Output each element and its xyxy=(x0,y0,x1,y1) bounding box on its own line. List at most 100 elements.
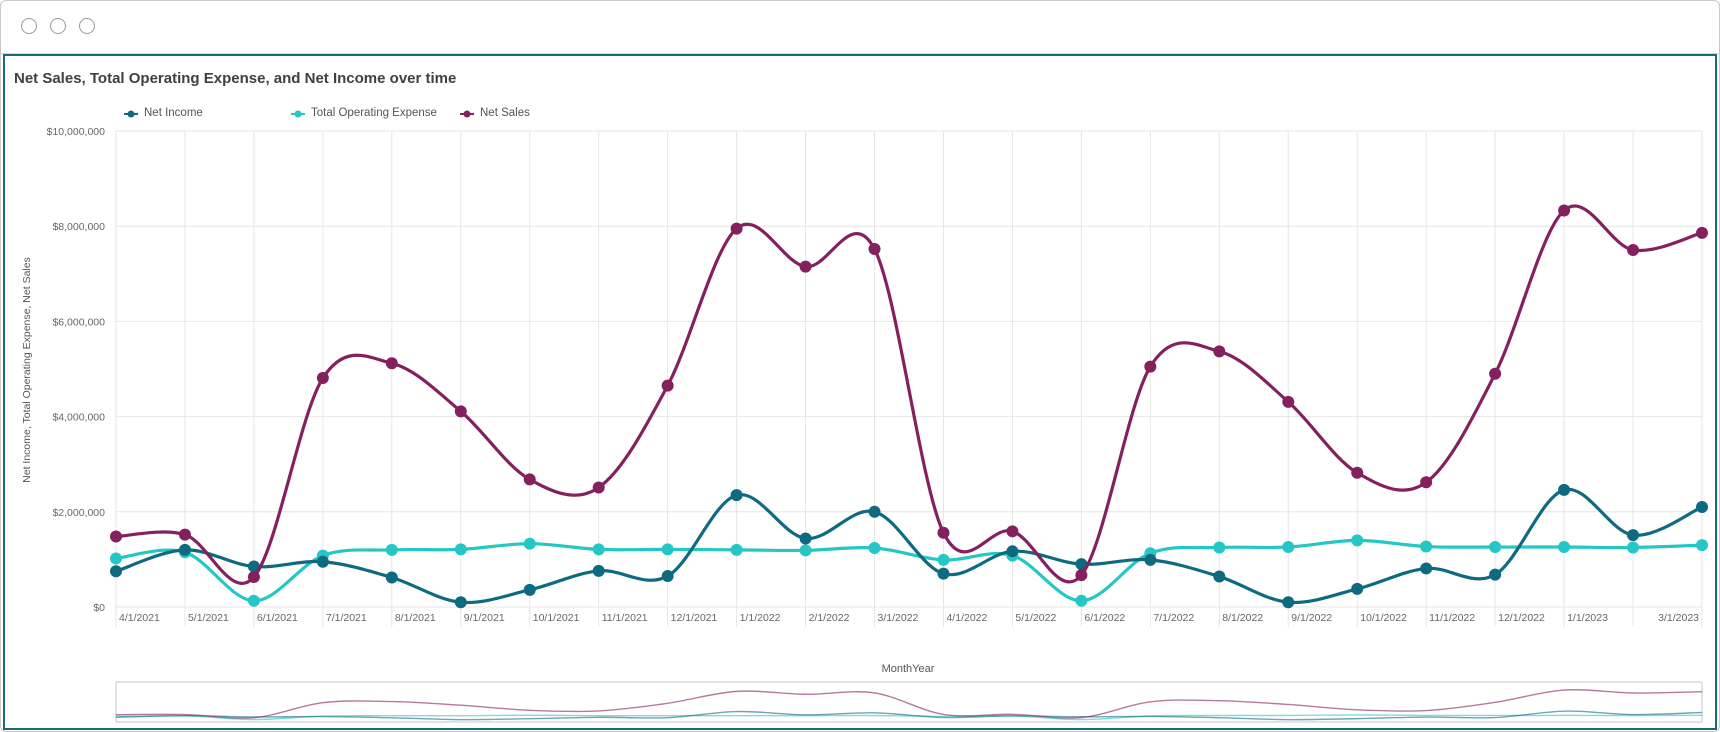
data-point[interactable] xyxy=(110,530,122,543)
data-point[interactable] xyxy=(523,473,536,486)
x-tick-label: 10/1/2021 xyxy=(533,612,580,624)
data-point[interactable] xyxy=(454,543,467,556)
data-point[interactable] xyxy=(799,544,812,557)
data-point[interactable] xyxy=(178,543,191,556)
data-point[interactable] xyxy=(730,543,743,556)
data-point[interactable] xyxy=(661,543,674,556)
data-point[interactable] xyxy=(316,555,329,568)
navigator-series xyxy=(115,688,1703,721)
window-close-icon[interactable] xyxy=(21,18,37,34)
data-point[interactable] xyxy=(1489,541,1502,554)
data-point[interactable] xyxy=(385,357,398,370)
x-tick-label: 8/1/2022 xyxy=(1222,612,1263,624)
data-point[interactable] xyxy=(1627,529,1640,542)
data-point[interactable] xyxy=(1213,345,1226,358)
data-point[interactable] xyxy=(110,552,122,565)
data-point[interactable] xyxy=(454,596,467,609)
data-point[interactable] xyxy=(1420,562,1433,575)
data-point[interactable] xyxy=(247,560,260,573)
data-point[interactable] xyxy=(868,541,881,554)
x-tick-label: 12/1/2022 xyxy=(1498,612,1545,624)
x-tick-label: 5/1/2021 xyxy=(188,612,229,624)
navigator-frame[interactable] xyxy=(115,681,1703,723)
x-tick-label: 4/1/2022 xyxy=(946,612,987,624)
data-point[interactable] xyxy=(1558,541,1571,554)
data-point[interactable] xyxy=(1696,501,1708,514)
y-tick-label: $2,000,000 xyxy=(52,507,105,519)
x-tick-label: 3/1/2022 xyxy=(878,612,919,624)
data-point[interactable] xyxy=(1213,570,1226,583)
navigator-line-total-operating-expense xyxy=(115,714,1703,721)
data-point[interactable] xyxy=(868,243,881,256)
data-point[interactable] xyxy=(1420,476,1433,489)
data-point[interactable] xyxy=(454,405,467,418)
data-point[interactable] xyxy=(1075,558,1088,571)
data-point[interactable] xyxy=(1282,541,1295,554)
data-point[interactable] xyxy=(1282,596,1295,609)
data-point[interactable] xyxy=(937,526,950,539)
data-point[interactable] xyxy=(661,570,674,583)
data-point[interactable] xyxy=(730,222,743,235)
window-minimize-icon[interactable] xyxy=(50,18,66,34)
data-point[interactable] xyxy=(799,532,812,545)
data-point[interactable] xyxy=(1144,553,1157,566)
data-point[interactable] xyxy=(385,543,398,556)
navigator-line-net-sales xyxy=(115,688,1703,719)
data-point[interactable] xyxy=(1489,367,1502,380)
data-point[interactable] xyxy=(730,489,743,502)
data-point[interactable] xyxy=(1075,569,1088,582)
x-tick-label: 1/1/2022 xyxy=(740,612,781,624)
data-point[interactable] xyxy=(1144,360,1157,373)
x-tick-label: 2/1/2022 xyxy=(809,612,850,624)
data-point[interactable] xyxy=(1351,466,1364,479)
legend-marker-icon xyxy=(291,110,305,118)
series-net-income xyxy=(110,483,1708,609)
x-tick-label: 7/1/2022 xyxy=(1153,612,1194,624)
data-point[interactable] xyxy=(1696,539,1708,552)
data-point[interactable] xyxy=(110,565,122,578)
data-point[interactable] xyxy=(1282,395,1295,408)
data-point[interactable] xyxy=(1351,534,1364,547)
data-point[interactable] xyxy=(523,583,536,596)
data-point[interactable] xyxy=(1351,582,1364,595)
data-point[interactable] xyxy=(1558,204,1571,217)
x-axis-ticks: 4/1/2021 5/1/2021 6/1/2021 7/1/2021 8/1/2021… xyxy=(119,612,1699,624)
data-point[interactable] xyxy=(1489,568,1502,581)
data-point[interactable] xyxy=(1213,541,1226,554)
y-tick-label: $6,000,000 xyxy=(52,316,105,328)
data-point[interactable] xyxy=(1075,594,1088,607)
data-point[interactable] xyxy=(247,571,260,584)
legend-label: Net Sales xyxy=(480,107,530,119)
data-point[interactable] xyxy=(1420,540,1433,553)
data-point[interactable] xyxy=(1006,525,1019,538)
data-point[interactable] xyxy=(1627,541,1640,554)
range-navigator[interactable] xyxy=(115,681,1703,723)
data-point[interactable] xyxy=(1558,483,1571,496)
data-point[interactable] xyxy=(868,505,881,518)
chart-title: Net Sales, Total Operating Expense, and … xyxy=(14,70,457,87)
data-point[interactable] xyxy=(799,260,812,273)
legend-label: Total Operating Expense xyxy=(311,107,437,119)
window-maximize-icon[interactable] xyxy=(79,18,95,34)
y-axis-ticks: $0 $2,000,000 $4,000,000 $6,000,000 $8,000,0… xyxy=(47,126,106,614)
x-tick-label: 7/1/2021 xyxy=(326,612,367,624)
data-point[interactable] xyxy=(385,571,398,584)
legend-label: Net Income xyxy=(144,107,203,119)
data-point[interactable] xyxy=(178,528,191,541)
data-point[interactable] xyxy=(937,553,950,566)
data-point[interactable] xyxy=(1006,545,1019,558)
data-point[interactable] xyxy=(247,594,260,607)
data-point[interactable] xyxy=(592,543,605,556)
data-point[interactable] xyxy=(316,372,329,385)
data-point[interactable] xyxy=(592,481,605,494)
data-point[interactable] xyxy=(1627,244,1640,256)
data-point[interactable] xyxy=(523,537,536,550)
series-total-operating-expense xyxy=(110,534,1708,607)
data-point[interactable] xyxy=(592,564,605,577)
data-point[interactable] xyxy=(937,567,950,580)
data-point[interactable] xyxy=(661,379,674,392)
data-point[interactable] xyxy=(1696,226,1708,239)
x-tick-label: 6/1/2022 xyxy=(1084,612,1125,624)
x-tick-label: 1/1/2023 xyxy=(1567,612,1608,624)
